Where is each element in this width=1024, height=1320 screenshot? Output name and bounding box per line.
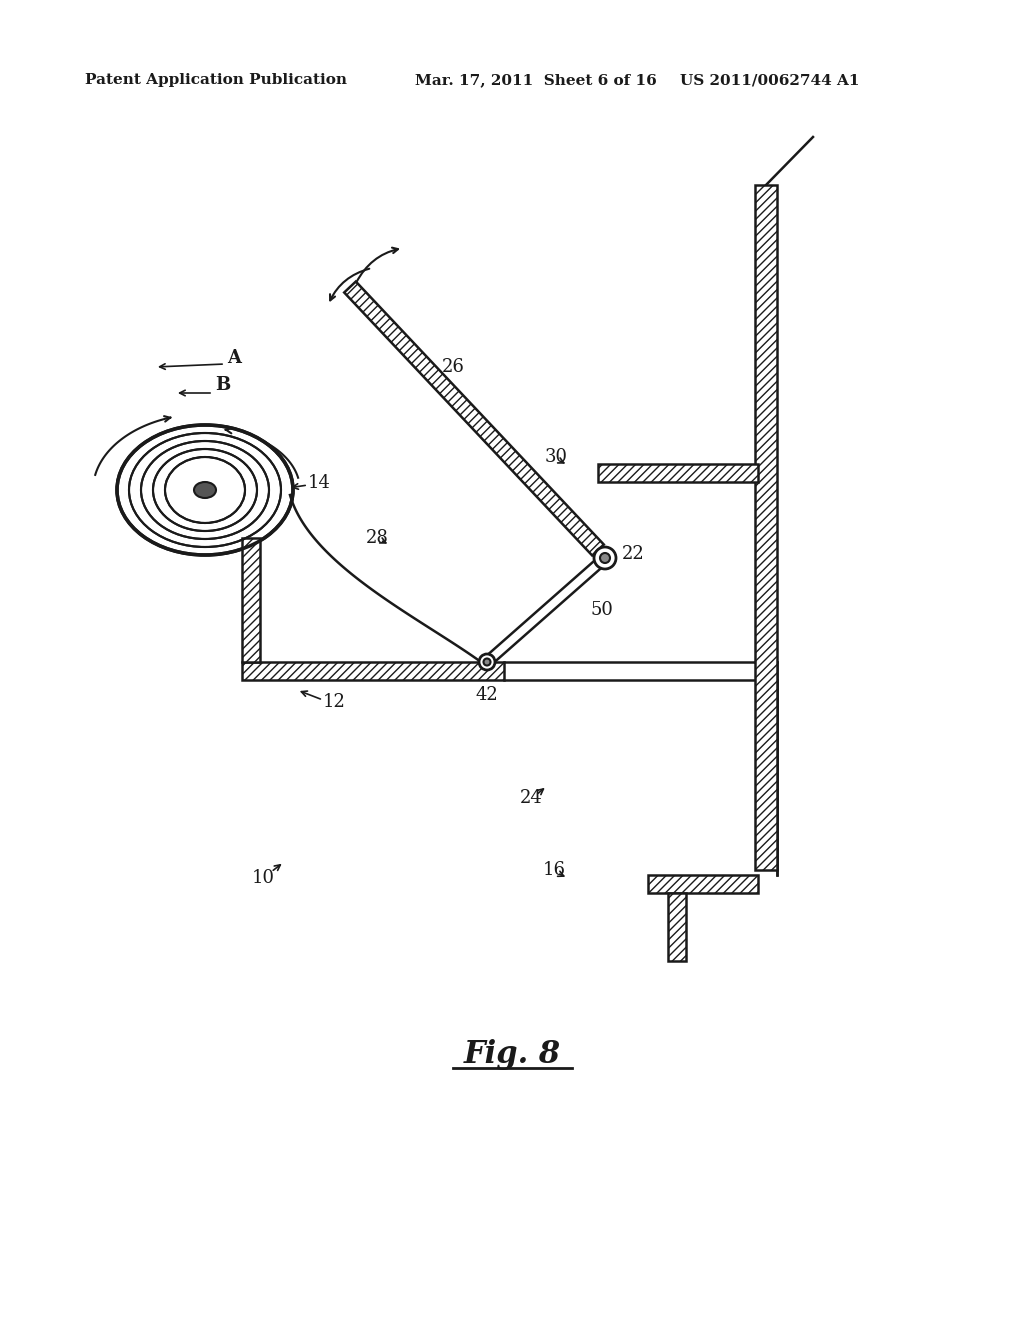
Ellipse shape: [194, 482, 216, 498]
Bar: [242, 539, 260, 663]
Text: A: A: [227, 348, 241, 367]
Ellipse shape: [167, 462, 243, 517]
Text: 24: 24: [520, 789, 543, 807]
Text: 26: 26: [442, 358, 465, 376]
Bar: [648, 875, 758, 894]
Text: 12: 12: [323, 693, 346, 711]
Text: 16: 16: [543, 861, 566, 879]
Ellipse shape: [129, 433, 281, 546]
Ellipse shape: [141, 441, 269, 539]
Text: 10: 10: [252, 869, 275, 887]
Text: 28: 28: [366, 529, 389, 546]
Text: 30: 30: [545, 447, 568, 466]
Text: US 2011/0062744 A1: US 2011/0062744 A1: [680, 73, 859, 87]
Bar: [242, 663, 504, 680]
Polygon shape: [483, 554, 608, 665]
Circle shape: [479, 653, 495, 671]
Bar: [598, 465, 758, 482]
Circle shape: [594, 546, 616, 569]
Polygon shape: [344, 281, 604, 556]
Circle shape: [600, 553, 610, 564]
Ellipse shape: [165, 457, 245, 523]
Ellipse shape: [153, 449, 257, 531]
Text: 42: 42: [476, 686, 499, 704]
Text: Fig. 8: Fig. 8: [464, 1040, 560, 1071]
Text: 14: 14: [308, 474, 331, 492]
Text: 22: 22: [622, 545, 645, 564]
Text: B: B: [215, 376, 230, 393]
Circle shape: [483, 659, 490, 665]
Bar: [755, 185, 777, 870]
Ellipse shape: [117, 425, 293, 554]
Text: Mar. 17, 2011  Sheet 6 of 16: Mar. 17, 2011 Sheet 6 of 16: [415, 73, 656, 87]
Text: 50: 50: [590, 601, 613, 619]
Bar: [668, 894, 686, 961]
Text: Patent Application Publication: Patent Application Publication: [85, 73, 347, 87]
